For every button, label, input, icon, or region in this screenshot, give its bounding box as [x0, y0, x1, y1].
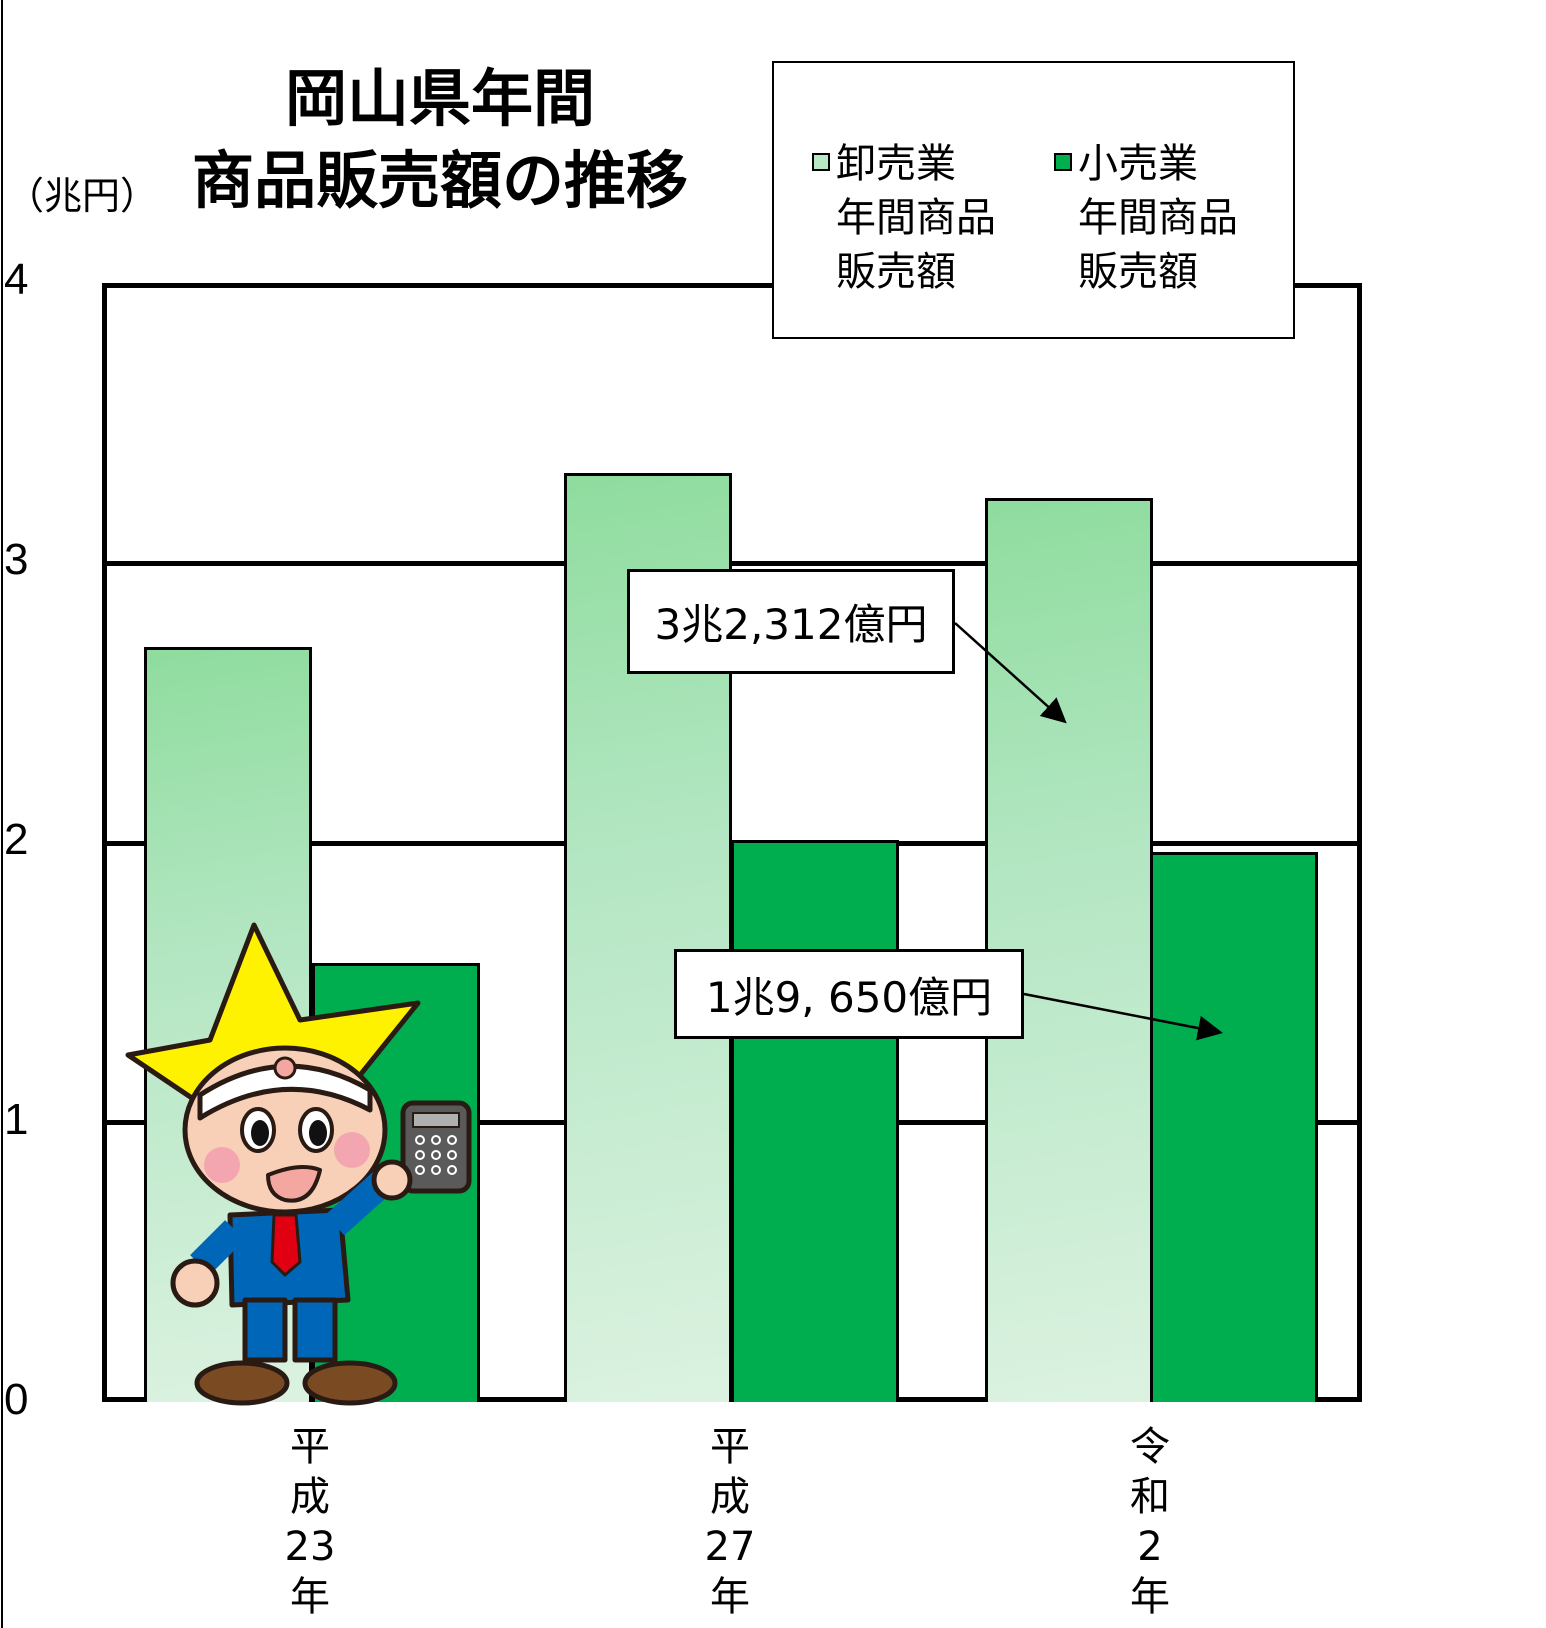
y-axis-unit-label: （兆円） [6, 174, 159, 218]
y-tick-0: 0 [4, 1375, 29, 1424]
callout-wholesale-r2: 3兆2,312億円 [627, 569, 955, 674]
mascot-character [125, 922, 472, 1406]
x-label-r2: 令 和 2 年 [1130, 1424, 1170, 1620]
legend-item-wholesale: 卸売業 年間商品 販売額 [812, 137, 996, 299]
y-tick-1: 1 [4, 1095, 29, 1144]
bar-retail-r2 [1150, 852, 1318, 1402]
legend-item-retail: 小売業 年間商品 販売額 [1054, 137, 1238, 299]
chart-legend: 卸売業 年間商品 販売額 小売業 年間商品 販売額 [772, 61, 1295, 339]
y-tick-4: 4 [4, 255, 29, 304]
chart-title-line-2: 商品販売額の推移 [191, 144, 688, 217]
legend-label-retail: 小売業 年間商品 販売額 [1078, 141, 1238, 295]
gridline-3 [102, 561, 1362, 566]
chart-title-line-1: 岡山県年間 [284, 62, 595, 135]
chart-title: 岡山県年間 商品販売額の推移 [180, 58, 700, 222]
legend-label-wholesale: 卸売業 年間商品 販売額 [836, 141, 996, 295]
y-tick-3: 3 [4, 535, 29, 584]
arrow-icon [1023, 992, 1223, 1041]
arrow-icon [954, 622, 1067, 724]
legend-swatch-light-green-icon [812, 153, 830, 171]
x-label-h23: 平 成 23 年 [284, 1424, 336, 1620]
x-label-h27: 平 成 27 年 [704, 1424, 756, 1620]
legend-swatch-green-icon [1054, 153, 1072, 171]
callout-retail-r2: 1兆9, 650億円 [674, 949, 1024, 1039]
bar-retail-h27 [731, 839, 899, 1402]
y-tick-2: 2 [4, 815, 29, 864]
left-border-line [1, 0, 3, 1628]
